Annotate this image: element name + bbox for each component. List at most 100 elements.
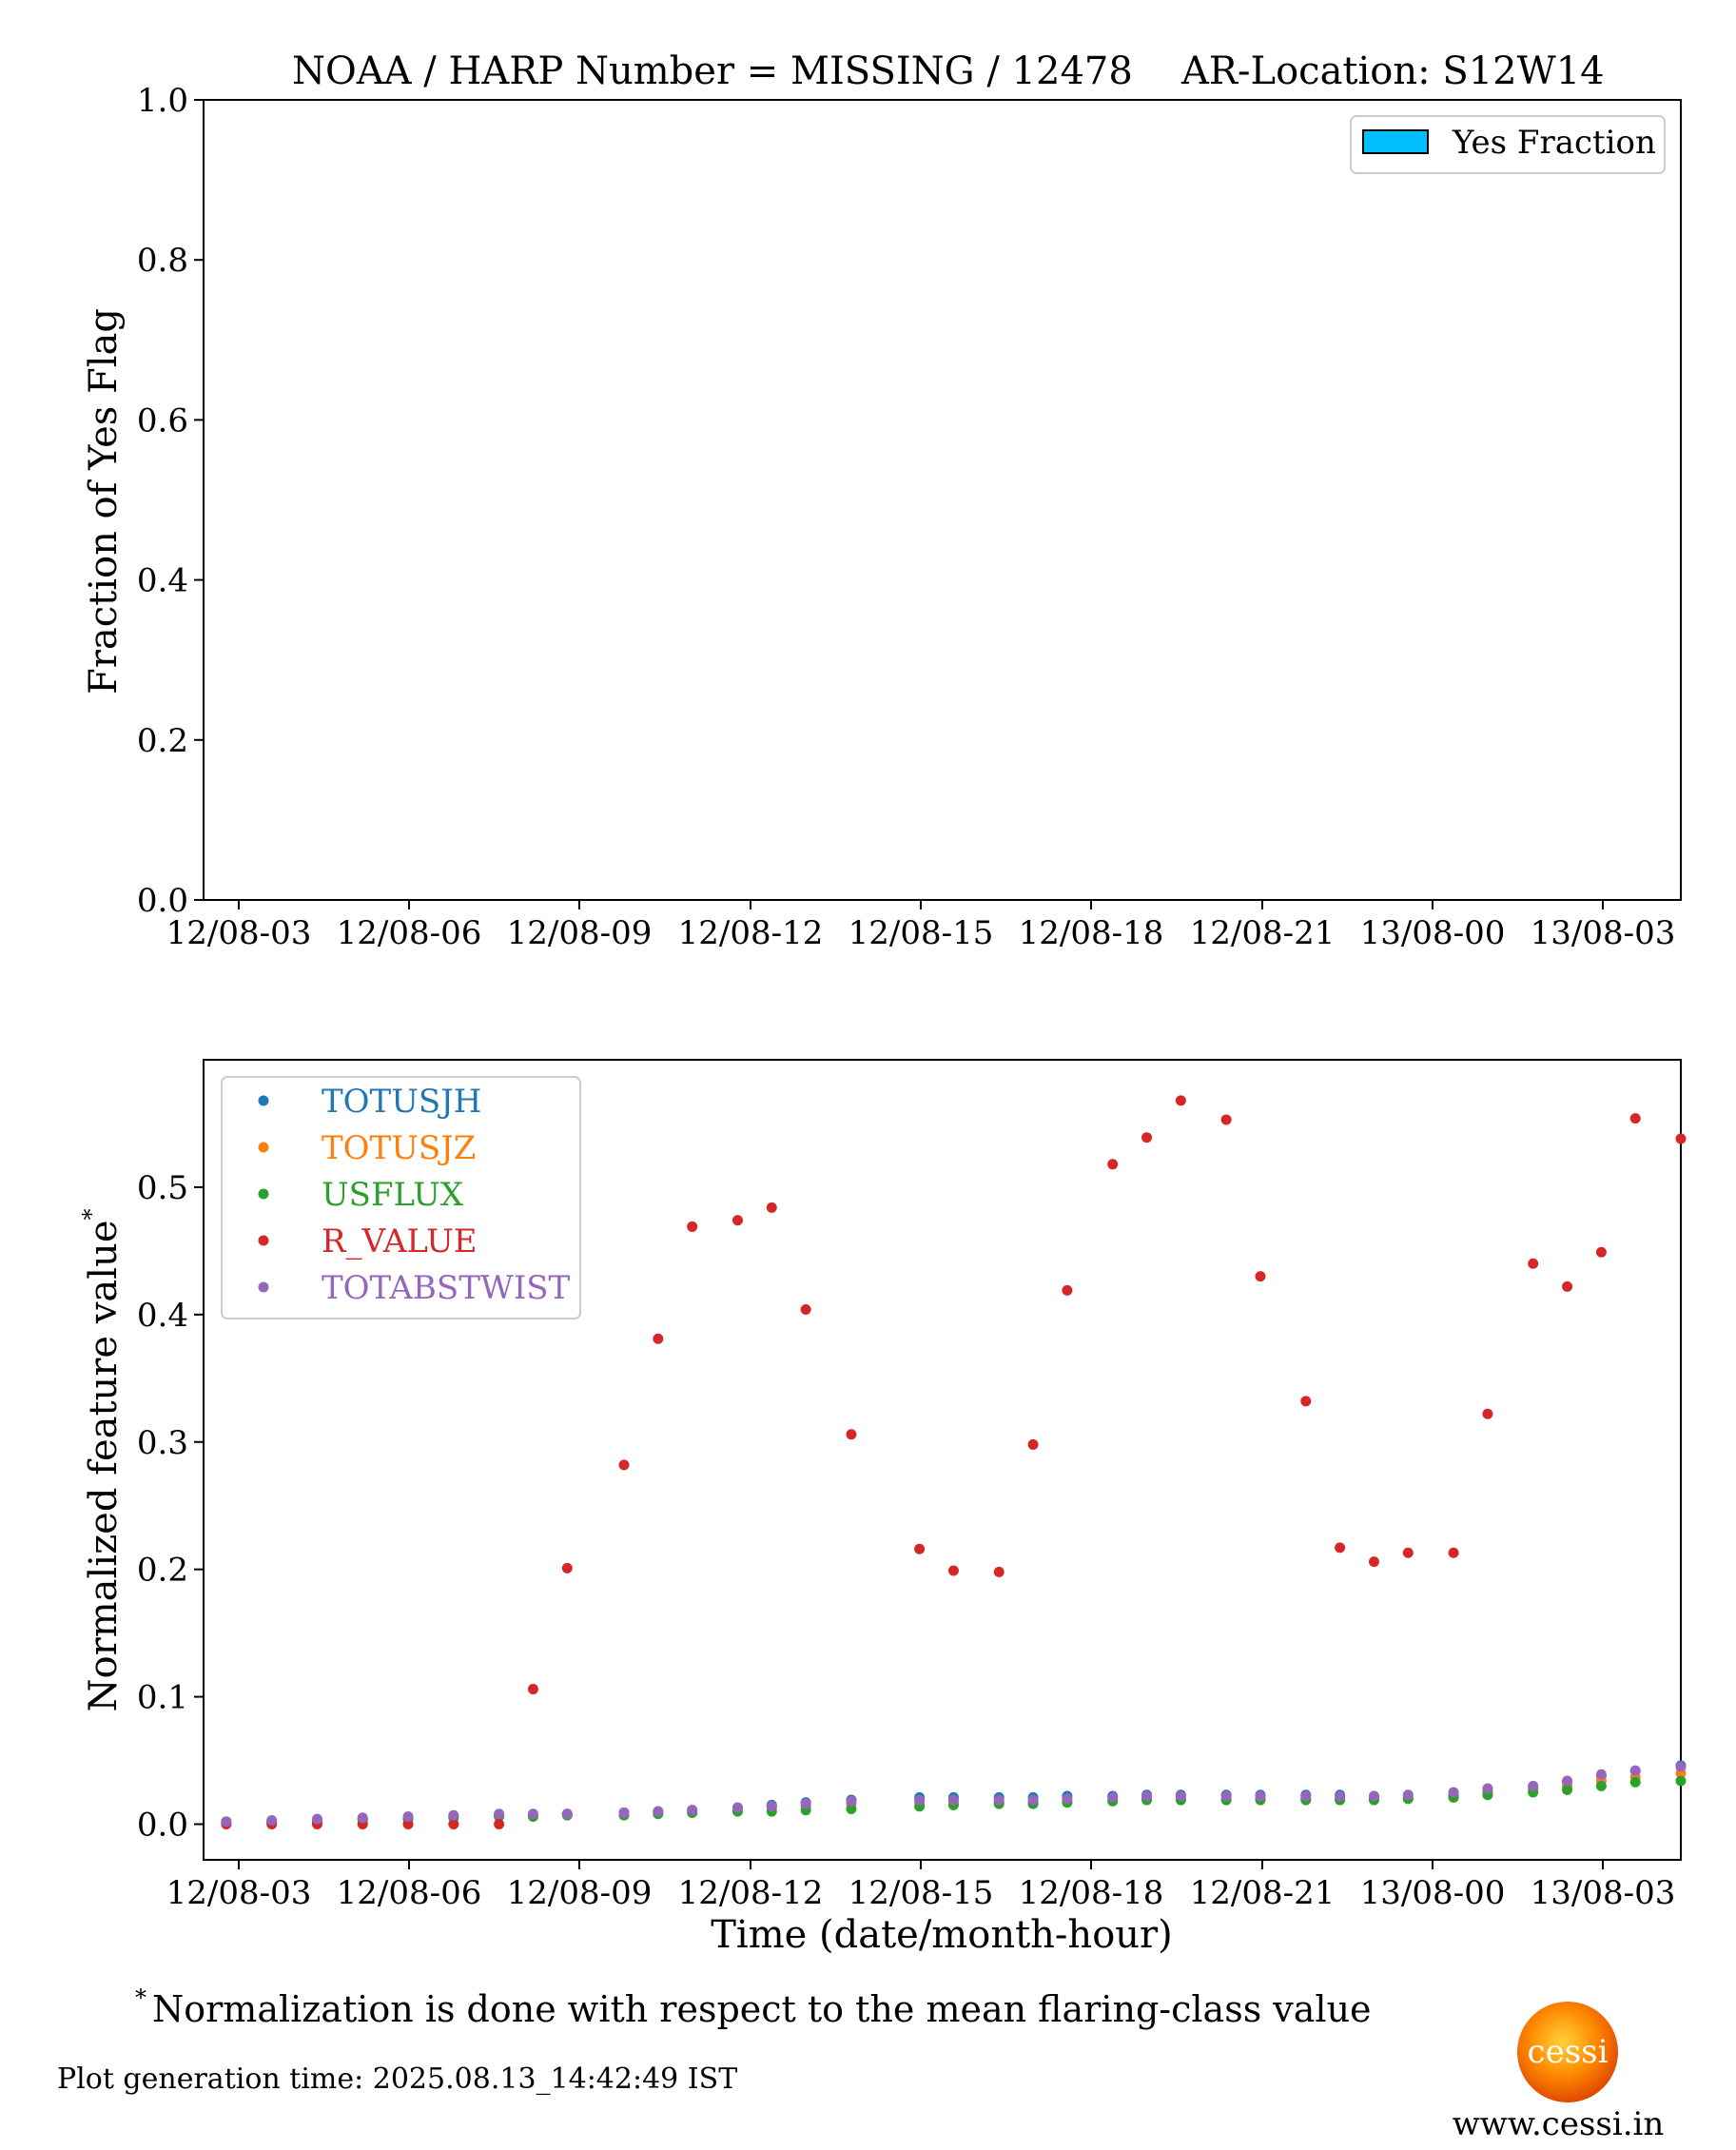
top-x-tick-label: 12/08-18 bbox=[1019, 914, 1164, 952]
data-point bbox=[448, 1819, 459, 1830]
bottom-x-axis-ticks: 12/08-03 12/08-06 12/08-09 12/08-12 12/08-15… bbox=[166, 1860, 1676, 1912]
top-y-tick-label: 0.6 bbox=[137, 401, 188, 440]
data-point bbox=[1335, 1542, 1346, 1554]
data-point bbox=[221, 1816, 232, 1828]
logo-text: cessi bbox=[1528, 2033, 1609, 2071]
data-point bbox=[687, 1221, 698, 1232]
bottom-y-tick-label: 0.4 bbox=[137, 1297, 188, 1335]
data-point bbox=[1107, 1159, 1119, 1170]
data-point bbox=[846, 1429, 857, 1440]
data-point bbox=[1595, 1769, 1607, 1780]
data-point bbox=[1062, 1793, 1073, 1805]
bottom-x-tick-label: 12/08-21 bbox=[1190, 1874, 1336, 1912]
bottom-y-tick-label: 0.3 bbox=[137, 1424, 188, 1462]
legend-marker bbox=[258, 1281, 269, 1293]
data-point bbox=[1595, 1780, 1607, 1791]
data-point bbox=[947, 1794, 959, 1806]
data-point bbox=[1402, 1547, 1414, 1558]
legend-entry-totusjz: TOTUSJZ bbox=[322, 1129, 476, 1167]
data-point bbox=[402, 1810, 414, 1822]
bottom-x-tick-label: 12/08-09 bbox=[507, 1874, 653, 1912]
data-point bbox=[448, 1809, 459, 1821]
footnote-marker: * bbox=[135, 1984, 146, 2011]
data-point bbox=[1300, 1790, 1312, 1802]
data-point bbox=[1675, 1133, 1687, 1144]
data-point bbox=[800, 1303, 811, 1315]
bottom-x-tick-label: 12/08-18 bbox=[1019, 1874, 1164, 1912]
top-legend: Yes Fraction bbox=[1350, 115, 1666, 174]
yes-fraction-swatch bbox=[1362, 129, 1429, 154]
bottom-chart: 0.00.10.20.30.40.5 12/08-03 12/08-06 12/08… bbox=[78, 1059, 1687, 1957]
top-y-tick-label: 0.2 bbox=[137, 722, 188, 760]
legend-entry-totabstwist: TOTABSTWIST bbox=[322, 1269, 571, 1307]
bottom-y-axis-label-text: Normalized feature value bbox=[82, 1221, 126, 1712]
bottom-x-tick-label: 13/08-03 bbox=[1531, 1874, 1676, 1912]
data-point bbox=[914, 1794, 926, 1806]
top-chart: NOAA / HARP Number = MISSING / 12478 AR-… bbox=[82, 49, 1682, 952]
data-point bbox=[1220, 1114, 1232, 1125]
data-point bbox=[846, 1803, 857, 1814]
bottom-y-axis-label: Normalized feature value* bbox=[78, 1209, 126, 1712]
top-x-tick-label: 12/08-15 bbox=[848, 914, 994, 952]
data-point bbox=[1027, 1794, 1039, 1806]
data-point bbox=[1595, 1246, 1607, 1258]
data-point bbox=[266, 1814, 278, 1826]
top-x-tick-label: 12/08-12 bbox=[678, 914, 824, 952]
bottom-x-tick-label: 13/08-00 bbox=[1360, 1874, 1506, 1912]
bottom-x-tick-label: 12/08-06 bbox=[337, 1874, 482, 1912]
data-point bbox=[1448, 1547, 1459, 1558]
data-point bbox=[1562, 1280, 1573, 1292]
top-legend-box bbox=[1350, 115, 1666, 174]
scatter-points bbox=[221, 1095, 1687, 1830]
data-point bbox=[1629, 1776, 1641, 1788]
chart-title-right: AR-Location: S12W14 bbox=[1180, 49, 1605, 93]
top-x-tick-label: 12/08-09 bbox=[507, 914, 653, 952]
top-x-tick-label: 13/08-03 bbox=[1531, 914, 1676, 952]
bottom-legend-box bbox=[221, 1076, 581, 1319]
top-y-axis-label: Fraction of Yes Flag bbox=[82, 308, 126, 694]
bottom-legend-entries: TOTUSJH TOTUSJZ USFLUX R_VALUE TOTABSTWIST bbox=[258, 1083, 571, 1307]
bottom-legend: TOTUSJH TOTUSJZ USFLUX R_VALUE TOTABSTWIST bbox=[221, 1076, 581, 1319]
top-y-tick-label: 0.4 bbox=[137, 562, 188, 600]
data-point bbox=[618, 1807, 630, 1818]
data-point bbox=[1335, 1790, 1346, 1802]
data-point bbox=[914, 1543, 926, 1554]
bottom-y-tick-label: 0.2 bbox=[137, 1552, 188, 1590]
bottom-x-tick-label: 12/08-03 bbox=[166, 1874, 312, 1912]
data-point bbox=[1482, 1783, 1493, 1794]
data-point bbox=[1562, 1784, 1573, 1795]
data-point bbox=[766, 1801, 777, 1812]
data-point bbox=[1255, 1790, 1266, 1802]
bottom-x-tick-label: 12/08-15 bbox=[848, 1874, 994, 1912]
data-point bbox=[1675, 1775, 1687, 1787]
data-point bbox=[731, 1802, 743, 1813]
legend-entry-totusjh: TOTUSJH bbox=[322, 1083, 481, 1121]
data-point bbox=[1482, 1408, 1493, 1419]
chart-title-left: NOAA / HARP Number = MISSING / 12478 bbox=[292, 49, 1133, 93]
bottom-y-tick-label: 0.5 bbox=[137, 1169, 188, 1207]
legend-entry-yes-fraction: Yes Fraction bbox=[1452, 124, 1656, 162]
top-y-tick-label: 1.0 bbox=[137, 82, 188, 120]
data-point bbox=[731, 1215, 743, 1226]
top-plot-area bbox=[203, 99, 1682, 901]
data-point bbox=[1402, 1789, 1414, 1801]
bottom-y-tick-label: 0.0 bbox=[137, 1807, 188, 1845]
top-x-tick-label: 12/08-03 bbox=[166, 914, 312, 952]
data-point bbox=[527, 1684, 538, 1695]
data-point bbox=[1300, 1396, 1312, 1407]
data-point bbox=[402, 1819, 414, 1830]
bottom-y-axis-ticks: 0.0 0.1 0.2 0.3 0.4 0.5 bbox=[137, 1169, 204, 1845]
data-point bbox=[311, 1813, 322, 1825]
generation-time: Plot generation time: 2025.08.13_14:42:4… bbox=[57, 2062, 737, 2096]
series-totabstwist bbox=[221, 1761, 1687, 1828]
legend-entry-r_value: R_VALUE bbox=[322, 1222, 478, 1261]
data-point bbox=[766, 1202, 777, 1213]
data-point bbox=[993, 1794, 1005, 1806]
data-point bbox=[846, 1795, 857, 1807]
data-point bbox=[1255, 1271, 1266, 1282]
data-point bbox=[494, 1808, 505, 1820]
data-point bbox=[1629, 1113, 1641, 1124]
footer: * Normalization is done with respect to … bbox=[57, 1984, 1664, 2143]
data-point bbox=[1629, 1765, 1641, 1776]
data-point bbox=[1528, 1258, 1539, 1269]
